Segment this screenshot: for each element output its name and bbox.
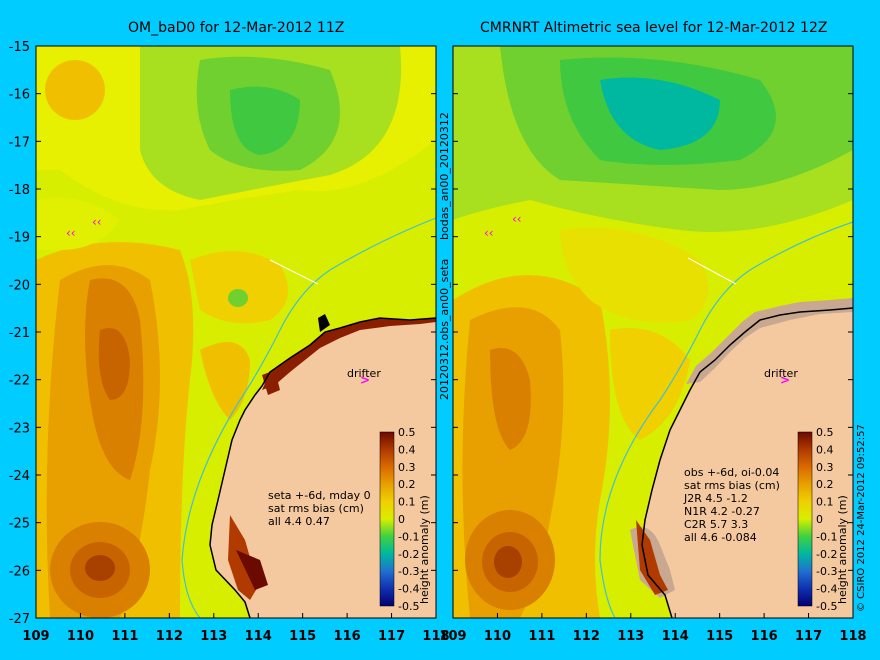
lon-tick-label: 112 — [573, 629, 600, 644]
lat-tick-label: -24 — [9, 469, 30, 484]
colorbar-tick-label: 0.5 — [398, 426, 416, 439]
right-drifter-label: drifter — [764, 367, 798, 380]
lat-tick-label: -17 — [9, 135, 30, 150]
left-colorbar-label: height anomaly (m) — [418, 495, 431, 604]
lon-tick-label: 118 — [422, 629, 449, 644]
lon-tick-label: 111 — [528, 629, 555, 644]
colorbar-tick-label: 0.1 — [398, 496, 416, 509]
lat-tick-label: -27 — [9, 612, 30, 627]
lat-tick-label: -20 — [9, 278, 30, 293]
lat-tick-label: -19 — [9, 231, 30, 246]
colorbar-tick-label: 0 — [398, 513, 405, 526]
left-stat-line: all 4.4 0.47 — [268, 515, 330, 528]
lat-tick-label: -21 — [9, 326, 30, 341]
left-drifter-label: drifter — [347, 367, 381, 380]
colorbar-tick-label: -0.1 — [398, 530, 419, 543]
colorbar-tick-label: 0.2 — [398, 478, 416, 491]
lat-tick-label: -15 — [9, 40, 30, 55]
lat-tick-label: -18 — [9, 183, 30, 198]
lon-tick-label: 111 — [111, 629, 138, 644]
colorbar-tick-label: 0.3 — [816, 461, 834, 474]
colorbar-tick-label: -0.2 — [398, 548, 419, 561]
left-panel-title: OM_baD0 for 12-Mar-2012 11Z — [128, 20, 345, 36]
svg-text:‹‹: ‹‹ — [66, 226, 76, 240]
lon-tick-label: 113 — [617, 629, 644, 644]
right-panel-title: CMRNRT Altimetric sea level for 12-Mar-2… — [480, 20, 828, 36]
right-colorbar — [797, 431, 813, 607]
lon-tick-label: 116 — [751, 629, 778, 644]
lon-tick-label: 109 — [22, 629, 49, 644]
colorbar-tick-label: -0.3 — [398, 565, 419, 578]
svg-text:>: > — [360, 373, 370, 387]
lat-tick-label: -16 — [9, 88, 30, 103]
svg-text:>: > — [780, 373, 790, 387]
lon-tick-label: 110 — [67, 629, 94, 644]
right-colorbar-label: height anomaly (m) — [836, 495, 849, 604]
right-stat-line: C2R 5.7 3.3 — [684, 518, 749, 531]
colorbar-tick-label: -0.2 — [816, 548, 837, 561]
left-stats: seta +-6d, mday 0 sat rms bias (cm) all … — [268, 489, 371, 528]
colorbar-tick-label: -0.1 — [816, 530, 837, 543]
axis-ticks: -15 -16 -17 -18 -19 -20 -21 -22 -23 -24 -25 -26 -27 1… — [9, 40, 867, 644]
colorbar-tick-label: -0.4 — [398, 583, 419, 596]
colorbar-tick-label: -0.3 — [816, 565, 837, 578]
svg-text:‹‹: ‹‹ — [484, 226, 494, 240]
colorbar-tick-label: 0.1 — [816, 496, 834, 509]
lat-tick-label: -22 — [9, 374, 30, 389]
svg-text:‹‹: ‹‹ — [92, 215, 102, 229]
lon-tick-label: 117 — [378, 629, 405, 644]
lat-tick-label: -25 — [9, 517, 30, 532]
svg-text:‹‹: ‹‹ — [512, 212, 522, 226]
left-colorbar — [379, 431, 395, 607]
right-stat-line: all 4.6 -0.084 — [684, 531, 757, 544]
lon-tick-label: 118 — [839, 629, 866, 644]
colorbar-tick-label: 0.4 — [398, 443, 416, 456]
colorbar-tick-label: 0.3 — [398, 461, 416, 474]
colorbar-tick-label: 0 — [816, 513, 823, 526]
lon-tick-label: 109 — [439, 629, 466, 644]
lon-tick-label: 116 — [334, 629, 361, 644]
lat-tick-label: -23 — [9, 421, 30, 436]
left-stat-line: seta +-6d, mday 0 — [268, 489, 371, 502]
right-stat-line: J2R 4.5 -1.2 — [684, 492, 748, 505]
lon-tick-label: 117 — [795, 629, 822, 644]
colorbar-tick-label: -0.4 — [816, 583, 837, 596]
right-stat-line: obs +-6d, oi-0.04 — [684, 466, 780, 479]
colorbar-tick-label: -0.5 — [816, 600, 837, 613]
colorbar-tick-label: 0.4 — [816, 443, 834, 456]
colorbar-tick-label: 0.5 — [816, 426, 834, 439]
lon-tick-label: 114 — [662, 629, 689, 644]
lat-tick-label: -26 — [9, 564, 30, 579]
colorbar-tick-label: 0.2 — [816, 478, 834, 491]
left-stat-line: sat rms bias (cm) — [268, 502, 364, 515]
right-stat-line: sat rms bias (cm) — [684, 479, 780, 492]
right-stats: obs +-6d, oi-0.04 sat rms bias (cm) J2R … — [684, 466, 780, 544]
lon-tick-label: 114 — [245, 629, 272, 644]
lon-tick-label: 115 — [289, 629, 316, 644]
colorbar-tick-label: -0.5 — [398, 600, 419, 613]
lon-tick-label: 112 — [156, 629, 183, 644]
left-map: ‹‹ ‹‹ > drifter — [36, 46, 436, 618]
lon-tick-label: 115 — [706, 629, 733, 644]
lon-tick-label: 110 — [484, 629, 511, 644]
lon-tick-label: 113 — [200, 629, 227, 644]
right-stat-line: N1R 4.2 -0.27 — [684, 505, 760, 518]
right-map: ‹‹ ‹‹ > drifter — [453, 46, 853, 618]
